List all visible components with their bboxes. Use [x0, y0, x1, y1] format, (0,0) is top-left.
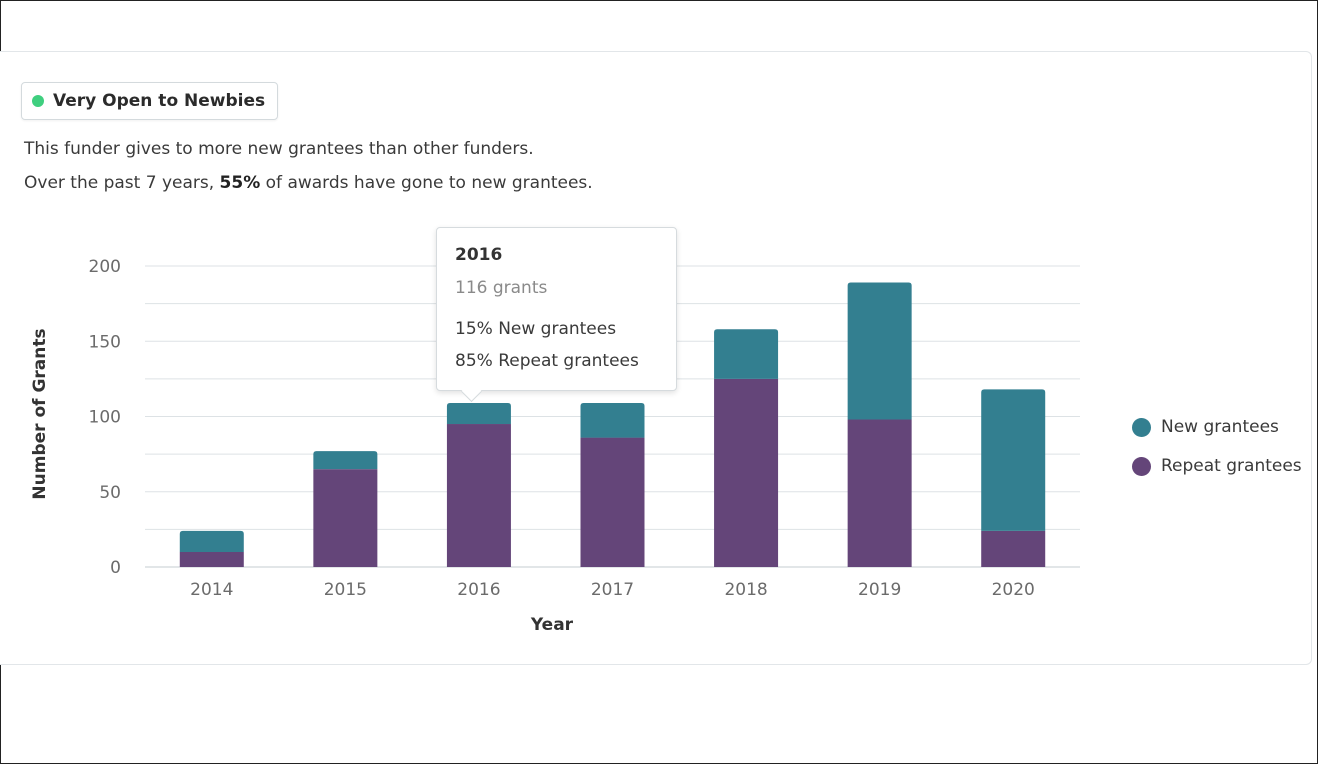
x-tick-label: 2015 — [324, 580, 367, 600]
bar-segment-repeat-grantees — [580, 437, 645, 567]
x-tick-label: 2014 — [190, 580, 233, 600]
tooltip-new-line: 15% New grantees — [455, 319, 617, 339]
legend-label-repeat: Repeat grantees — [1161, 456, 1302, 476]
description-line-2: Over the past 7 years, 55% of awards hav… — [24, 173, 593, 193]
description-line-1: This funder gives to more new grantees t… — [24, 139, 534, 159]
y-tick-label: 50 — [99, 483, 121, 503]
bar-segment-new-grantees — [847, 282, 912, 420]
tooltip-title: 2016 — [455, 245, 503, 265]
legend-swatch-repeat — [1132, 456, 1151, 476]
tooltip-subtitle: 116 grants — [455, 278, 548, 298]
y-tick-label: 150 — [89, 332, 121, 352]
bar-segment-repeat-grantees — [981, 530, 1046, 567]
x-tick-label: 2018 — [724, 580, 767, 600]
legend-swatch-new — [1132, 417, 1151, 437]
description-prefix: Over the past 7 years, — [24, 173, 220, 193]
bar-segment-new-grantees — [714, 329, 779, 379]
description-suffix: of awards have gone to new grantees. — [260, 173, 593, 193]
x-tick-label: 2016 — [457, 580, 500, 600]
new-grantee-percentage: 55% — [219, 173, 261, 193]
openness-badge: Very Open to Newbies — [21, 82, 279, 120]
bar-segment-new-grantees — [580, 402, 645, 438]
bar-segment-repeat-grantees — [714, 378, 779, 567]
y-tick-label: 200 — [89, 257, 121, 277]
x-tick-label: 2019 — [858, 580, 901, 600]
y-axis-title: Number of Grants — [30, 328, 50, 499]
bar-segment-new-grantees — [313, 451, 378, 470]
bar-segment-new-grantees — [446, 402, 511, 425]
bar-segment-new-grantees — [179, 530, 244, 552]
x-tick-label: 2020 — [992, 580, 1035, 600]
x-tick-label: 2017 — [591, 580, 634, 600]
legend-label-new: New grantees — [1161, 417, 1279, 437]
bar-segment-repeat-grantees — [313, 469, 378, 567]
bar-segment-repeat-grantees — [847, 419, 912, 567]
x-axis-title: Year — [530, 615, 574, 635]
openness-badge-label: Very Open to Newbies — [53, 91, 266, 111]
bar-segment-new-grantees — [981, 389, 1046, 531]
legend-item-repeat[interactable]: Repeat grantees — [1132, 456, 1302, 476]
y-tick-label: 100 — [89, 408, 121, 428]
y-tick-label: 0 — [110, 558, 121, 578]
status-dot-icon — [32, 95, 44, 107]
legend-item-new[interactable]: New grantees — [1132, 417, 1279, 437]
chart-tooltip: 2016 116 grants 15% New grantees 85% Rep… — [436, 227, 677, 403]
tooltip-repeat-line: 85% Repeat grantees — [455, 351, 639, 371]
bar-segment-repeat-grantees — [446, 424, 511, 567]
bar-segment-repeat-grantees — [179, 551, 244, 567]
